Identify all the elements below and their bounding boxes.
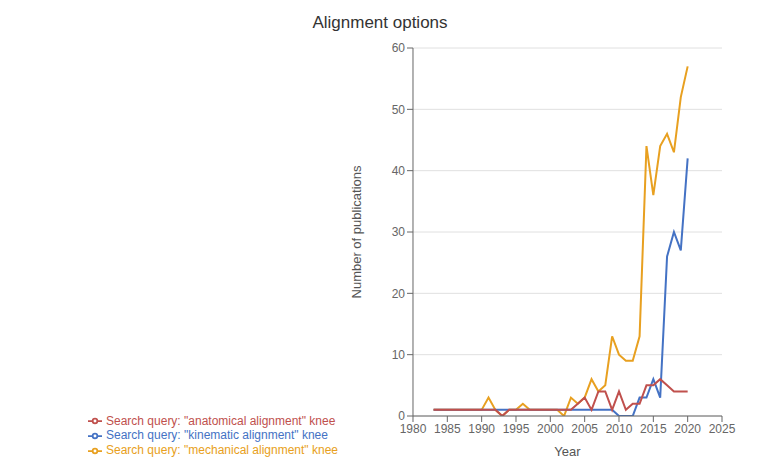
svg-text:1980: 1980 [400,422,427,436]
svg-text:20: 20 [392,287,406,301]
svg-text:1990: 1990 [468,422,495,436]
svg-text:1995: 1995 [503,422,530,436]
svg-text:40: 40 [392,164,406,178]
svg-text:30: 30 [392,225,406,239]
html-text:Search query: "kinematic align: Search query: "kinematic alignment" knee [106,428,328,443]
svg-text:2000: 2000 [537,422,564,436]
svg-text:2015: 2015 [640,422,667,436]
svg-text:50: 50 [392,103,406,117]
svg-text:1985: 1985 [434,422,461,436]
svg-text:10: 10 [392,348,406,362]
svg-text:2010: 2010 [606,422,633,436]
svg-text:Year: Year [554,444,581,459]
svg-text:2005: 2005 [571,422,598,436]
html-text:Search query: "mechanical alig: Search query: "mechanical alignment" kne… [106,443,338,458]
svg-text:60: 60 [392,41,406,55]
svg-text:Number of publications: Number of publications [349,165,364,298]
svg-text:0: 0 [398,409,405,423]
html-text:Alignment options: Alignment options [312,13,448,32]
html-text:Search query: "anatomical alig: Search query: "anatomical alignment" kne… [106,413,336,428]
svg-text:2025: 2025 [709,422,736,436]
svg-text:2020: 2020 [674,422,701,436]
